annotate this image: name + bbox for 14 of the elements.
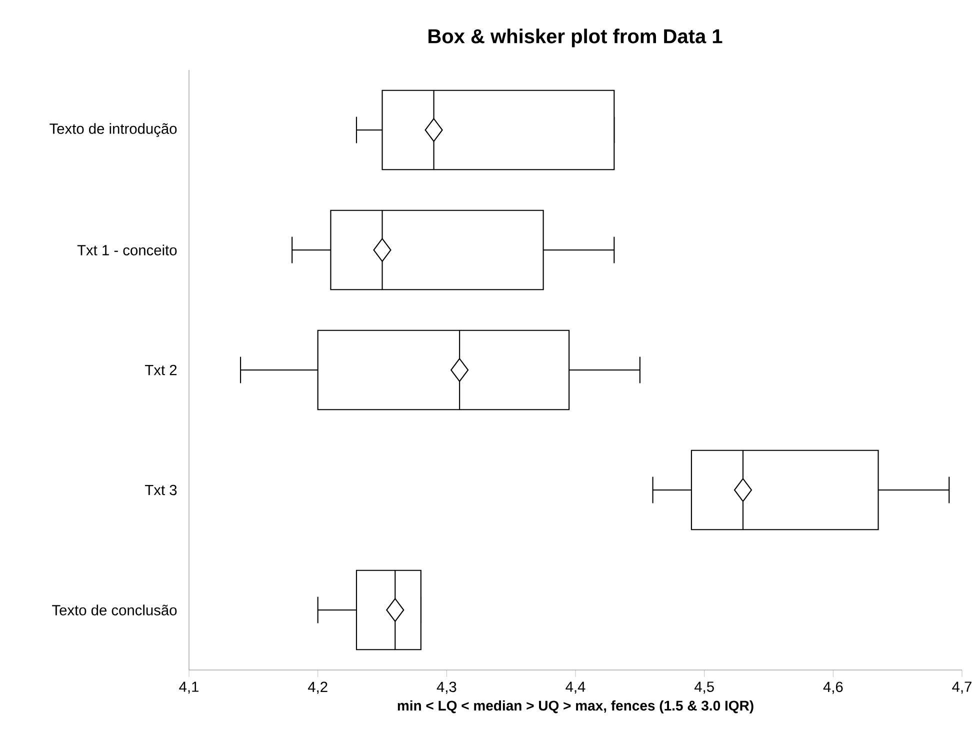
x-tick-label: 4,4 [566, 682, 586, 694]
y-tick-label: Txt 2 [145, 364, 177, 376]
x-tick-label: 4,7 [952, 682, 972, 694]
y-tick-label: Txt 1 - conceito [77, 244, 177, 256]
x-tick-label: 4,6 [823, 682, 843, 694]
x-tick-label: 4,3 [436, 682, 456, 694]
x-tick-label: 4,1 [179, 682, 198, 694]
y-tick-label: Texto de introdução [50, 123, 177, 137]
chart-title: Box & whisker plot from Data 1 [428, 28, 722, 48]
x-tick-label: 4,5 [694, 682, 714, 694]
y-tick-label: Txt 3 [145, 484, 177, 496]
x-axis-title: min < LQ < median > UQ > max, fences (1.5 & 3.0 IQR) [398, 700, 754, 714]
y-tick-label: Texto de conclusão [52, 604, 177, 616]
x-tick-label: 4,2 [308, 682, 328, 694]
